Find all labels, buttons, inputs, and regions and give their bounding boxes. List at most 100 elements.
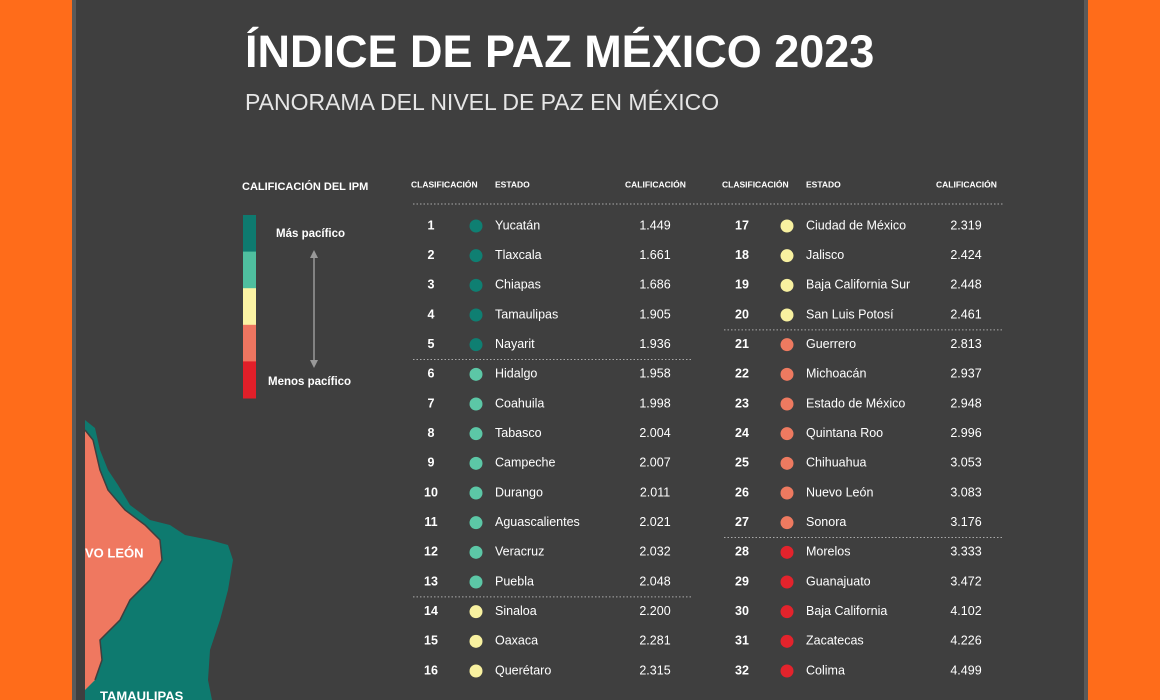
- legend-title: CALIFICACIÓN DEL IPM: [242, 180, 368, 193]
- status-dot: [780, 516, 794, 530]
- state: Michoacán: [806, 367, 866, 381]
- status-dot: [780, 219, 794, 233]
- state: Querétaro: [495, 663, 551, 677]
- score: 2.424: [950, 248, 981, 262]
- rank: 16: [424, 663, 438, 677]
- legend-arrow: [310, 250, 318, 368]
- state: Chihuahua: [806, 456, 867, 470]
- rank: 9: [428, 456, 435, 470]
- column-header: ESTADO: [495, 179, 530, 189]
- rank: 5: [428, 337, 435, 351]
- rank: 10: [424, 485, 438, 499]
- rank: 25: [735, 456, 749, 470]
- state: Campeche: [495, 456, 555, 470]
- score: 2.048: [639, 574, 670, 588]
- rank: 8: [428, 426, 435, 440]
- rank: 19: [735, 278, 749, 292]
- panel-edge: [1084, 0, 1088, 700]
- state: Zacatecas: [806, 634, 864, 648]
- score: 2.319: [950, 218, 981, 232]
- state: Jalisco: [806, 248, 844, 262]
- table: CLASIFICACIÓN ESTADO CALIFICACIÓN 1 Yucatán 1…: [411, 178, 1003, 678]
- column-header: CALIFICACIÓN: [625, 178, 686, 189]
- rank: 27: [735, 515, 749, 529]
- status-dot: [780, 575, 794, 589]
- score: 2.948: [950, 396, 981, 410]
- legend-swatch: [243, 361, 256, 399]
- state: Colima: [806, 663, 845, 677]
- score: 2.032: [639, 545, 670, 559]
- state: Yucatán: [495, 218, 540, 232]
- status-dot: [469, 367, 483, 381]
- rank: 3: [428, 278, 435, 292]
- status-dot: [780, 664, 794, 678]
- panel-edge: [72, 0, 76, 700]
- rank: 23: [735, 396, 749, 410]
- score: 1.936: [639, 337, 670, 351]
- state: Baja California: [806, 604, 887, 618]
- map-label: VO LEÓN: [85, 545, 144, 560]
- legend-swatch: [243, 324, 256, 362]
- status-dot: [780, 486, 794, 500]
- score: 3.053: [950, 456, 981, 470]
- title: ÍNDICE DE PAZ MÉXICO 2023: [245, 26, 874, 77]
- rank: 15: [424, 634, 438, 648]
- state: Sonora: [806, 515, 846, 529]
- map: VO LEÓN TAMAULIPAS: [84, 420, 233, 700]
- state: Hidalgo: [495, 367, 537, 381]
- state: Tlaxcala: [495, 248, 542, 262]
- status-dot: [780, 427, 794, 441]
- legend-bar: [243, 215, 256, 399]
- state: Coahuila: [495, 396, 544, 410]
- rank: 20: [735, 307, 749, 321]
- score: 3.176: [950, 515, 981, 529]
- score: 2.004: [639, 426, 670, 440]
- column-header: CLASIFICACIÓN: [722, 178, 789, 189]
- score: 3.083: [950, 485, 981, 499]
- rank: 17: [735, 218, 749, 232]
- score: 4.102: [950, 604, 981, 618]
- score: 2.937: [950, 367, 981, 381]
- status-dot: [780, 605, 794, 619]
- status-dot: [469, 634, 483, 648]
- status-dot: [780, 545, 794, 559]
- status-dot: [780, 367, 794, 381]
- rank: 11: [424, 515, 437, 529]
- panel: [72, 0, 1088, 700]
- state: San Luis Potosí: [806, 307, 894, 321]
- score: 3.333: [950, 545, 981, 559]
- rank: 1: [428, 218, 435, 232]
- status-dot: [780, 456, 794, 470]
- state: Morelos: [806, 545, 850, 559]
- state: Chiapas: [495, 278, 541, 292]
- legend-swatch: [243, 251, 256, 289]
- rank: 6: [428, 367, 435, 381]
- column-header: CALIFICACIÓN: [936, 178, 997, 189]
- rank: 24: [735, 426, 749, 440]
- rank: 30: [735, 604, 749, 618]
- score: 2.281: [639, 634, 670, 648]
- score: 2.021: [639, 515, 670, 529]
- state: Tamaulipas: [495, 307, 558, 321]
- score: 2.200: [639, 604, 670, 618]
- rank: 28: [735, 545, 749, 559]
- rank: 21: [735, 337, 749, 351]
- score: 2.813: [950, 337, 981, 351]
- score: 1.905: [639, 307, 670, 321]
- status-dot: [469, 219, 483, 233]
- status-dot: [780, 338, 794, 352]
- state: Tabasco: [495, 426, 542, 440]
- rank: 12: [424, 545, 438, 559]
- state: Aguascalientes: [495, 515, 580, 529]
- rank: 32: [735, 663, 749, 677]
- score: 2.007: [639, 456, 670, 470]
- score: 1.449: [639, 218, 670, 232]
- rank: 26: [735, 485, 749, 499]
- score: 2.011: [640, 485, 670, 499]
- score: 2.996: [950, 426, 981, 440]
- status-dot: [780, 308, 794, 322]
- map-label: TAMAULIPAS: [100, 688, 184, 700]
- state: Sinaloa: [495, 604, 537, 618]
- status-dot: [469, 249, 483, 263]
